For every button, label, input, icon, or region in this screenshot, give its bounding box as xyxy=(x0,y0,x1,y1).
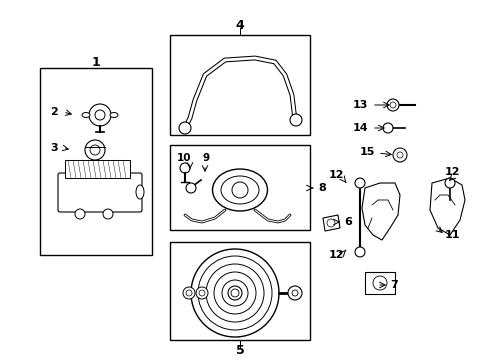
Circle shape xyxy=(227,286,242,300)
Circle shape xyxy=(386,99,398,111)
Circle shape xyxy=(230,289,239,297)
Circle shape xyxy=(231,182,247,198)
Ellipse shape xyxy=(212,169,267,211)
Bar xyxy=(170,35,309,135)
Circle shape xyxy=(196,287,207,299)
Bar xyxy=(40,68,152,255)
Circle shape xyxy=(326,219,334,227)
Circle shape xyxy=(180,163,190,173)
Ellipse shape xyxy=(136,185,143,199)
Circle shape xyxy=(185,183,196,193)
Circle shape xyxy=(95,110,105,120)
Circle shape xyxy=(199,290,204,296)
Bar xyxy=(65,160,130,178)
Text: 6: 6 xyxy=(343,217,351,227)
Text: 12: 12 xyxy=(327,170,343,180)
Text: 8: 8 xyxy=(317,183,325,193)
Ellipse shape xyxy=(82,113,90,117)
Circle shape xyxy=(354,247,364,257)
Circle shape xyxy=(444,178,454,188)
Circle shape xyxy=(289,114,302,126)
Text: 5: 5 xyxy=(235,343,244,356)
Circle shape xyxy=(89,104,111,126)
Circle shape xyxy=(389,102,395,108)
Circle shape xyxy=(291,290,297,296)
Bar xyxy=(364,272,394,294)
Circle shape xyxy=(103,209,113,219)
Text: 12: 12 xyxy=(443,167,459,177)
Text: 2: 2 xyxy=(50,107,58,117)
Circle shape xyxy=(185,290,192,296)
Text: 12: 12 xyxy=(327,250,343,260)
Circle shape xyxy=(396,152,402,158)
Circle shape xyxy=(191,249,279,337)
Text: 7: 7 xyxy=(389,280,397,290)
Circle shape xyxy=(75,209,85,219)
Text: 1: 1 xyxy=(91,55,100,68)
FancyBboxPatch shape xyxy=(58,173,142,212)
Circle shape xyxy=(179,122,191,134)
Circle shape xyxy=(214,272,256,314)
Polygon shape xyxy=(429,178,464,235)
Circle shape xyxy=(85,140,105,160)
Polygon shape xyxy=(323,215,339,231)
Circle shape xyxy=(382,123,392,133)
Ellipse shape xyxy=(221,176,259,204)
Circle shape xyxy=(183,287,195,299)
Circle shape xyxy=(372,276,386,290)
Circle shape xyxy=(90,145,100,155)
Text: 10: 10 xyxy=(176,153,191,163)
Text: 14: 14 xyxy=(352,123,367,133)
Polygon shape xyxy=(361,183,399,240)
Circle shape xyxy=(198,256,271,330)
Text: 9: 9 xyxy=(202,153,209,163)
Text: 13: 13 xyxy=(352,100,367,110)
Circle shape xyxy=(222,280,247,306)
Circle shape xyxy=(287,286,302,300)
Circle shape xyxy=(392,148,406,162)
Circle shape xyxy=(354,178,364,188)
Text: 4: 4 xyxy=(235,18,244,32)
Ellipse shape xyxy=(110,113,118,117)
Bar xyxy=(170,145,309,230)
Text: 15: 15 xyxy=(359,147,374,157)
Bar xyxy=(170,242,309,340)
Circle shape xyxy=(205,264,264,322)
Text: 3: 3 xyxy=(50,143,58,153)
Text: 11: 11 xyxy=(444,230,460,240)
